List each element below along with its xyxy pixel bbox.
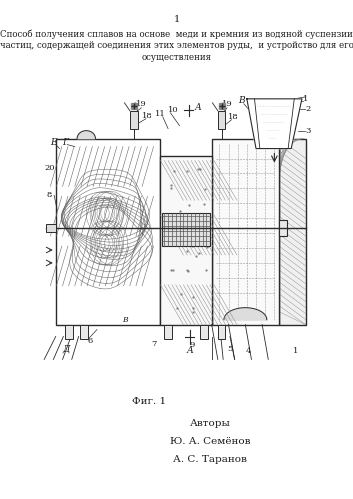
Polygon shape	[247, 99, 302, 149]
Text: 10: 10	[168, 106, 179, 114]
Text: 20: 20	[44, 165, 55, 173]
Text: 9: 9	[189, 341, 195, 349]
Text: 4: 4	[246, 347, 251, 355]
Bar	[46, 224, 56, 232]
Text: 1: 1	[293, 347, 299, 355]
Text: Ю. А. Семёнов: Ю. А. Семёнов	[170, 437, 250, 446]
Text: 11: 11	[155, 110, 166, 118]
Bar	[56, 139, 161, 324]
Text: 18: 18	[142, 112, 153, 120]
Text: 8: 8	[47, 191, 52, 199]
Text: осуществления: осуществления	[142, 53, 211, 62]
Text: 1: 1	[173, 15, 180, 24]
Text: 3: 3	[305, 127, 311, 135]
Bar	[218, 324, 226, 338]
Text: Е: Е	[50, 138, 57, 147]
Text: Д: Д	[63, 345, 70, 354]
Bar	[164, 324, 172, 338]
Text: Авторы: Авторы	[190, 419, 231, 428]
Text: частиц, содержащей соединения этих элементов руды,  и устройство для его: частиц, содержащей соединения этих элеме…	[0, 41, 353, 50]
Bar	[130, 111, 138, 129]
Text: 2: 2	[305, 105, 311, 113]
Bar	[279, 139, 306, 324]
Text: 1: 1	[303, 95, 309, 103]
Bar	[200, 324, 208, 338]
Text: 7: 7	[152, 340, 157, 348]
Text: В: В	[238, 96, 245, 105]
Text: А: А	[195, 103, 202, 112]
Bar	[80, 324, 88, 338]
Bar	[279, 220, 287, 236]
Bar	[162, 213, 210, 246]
Text: 6: 6	[88, 337, 93, 345]
Bar	[161, 156, 212, 324]
Text: Способ получения сплавов на основе  меди и кремния из водяной суспензии: Способ получения сплавов на основе меди …	[0, 29, 353, 39]
Text: 5: 5	[227, 345, 233, 353]
Bar	[218, 111, 226, 129]
Text: Г: Г	[62, 138, 68, 147]
Bar	[212, 139, 279, 324]
Text: А: А	[186, 346, 193, 355]
Text: А. С. Таранов: А. С. Таранов	[173, 455, 247, 464]
Text: Фиг. 1: Фиг. 1	[132, 397, 166, 406]
Bar	[65, 324, 72, 338]
Text: В: В	[122, 315, 127, 324]
Text: 18: 18	[228, 113, 239, 121]
Text: 19: 19	[222, 100, 232, 108]
Text: 19: 19	[136, 100, 147, 108]
Polygon shape	[77, 131, 95, 139]
